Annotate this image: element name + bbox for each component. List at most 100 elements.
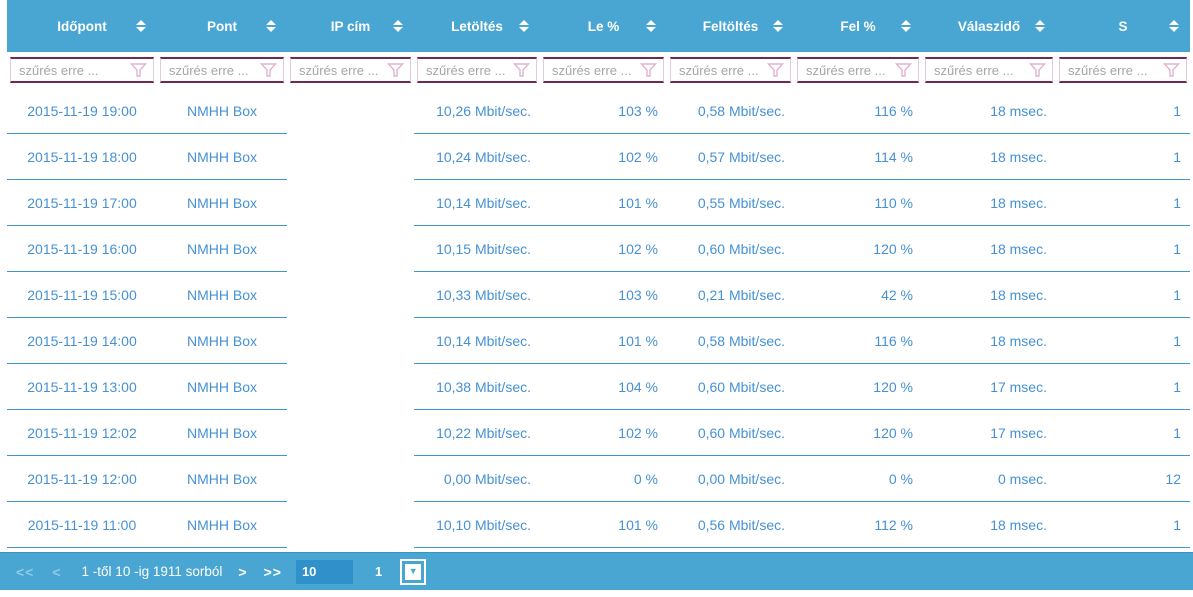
column-header-le-pct[interactable]: Le % (540, 0, 667, 52)
filter-funnel-icon[interactable] (512, 63, 531, 78)
sort-icon (646, 20, 656, 32)
cell-ip-cim (287, 88, 414, 134)
filter-cell-feltoltes (667, 52, 794, 88)
cell-pont: NMHH Box (157, 134, 287, 180)
cell-feltoltes: 0,58 Mbit/sec. (667, 88, 794, 134)
column-header-ip-cim[interactable]: IP cím (287, 0, 414, 52)
cell-letoltes: 10,14 Mbit/sec. (414, 318, 540, 364)
filter-funnel-icon[interactable] (259, 63, 278, 78)
pager-first-button[interactable]: << (16, 563, 35, 580)
table-row[interactable]: 2015-11-19 14:00 NMHH Box 10,14 Mbit/sec… (7, 318, 1190, 364)
column-header-valaszido[interactable]: Válaszidő (922, 0, 1056, 52)
filter-cell-pont (157, 52, 287, 88)
filter-input-fel-pct[interactable] (797, 57, 919, 83)
filter-input-feltoltes[interactable] (670, 57, 791, 83)
filter-funnel-icon[interactable] (1028, 63, 1047, 78)
column-header-feltoltes[interactable]: Feltöltés (667, 0, 794, 52)
cell-le-pct: 101 % (540, 502, 667, 548)
cell-s: 12 (1056, 456, 1190, 502)
pager-prev-button[interactable]: < (52, 563, 62, 580)
filter-funnel-icon[interactable] (639, 63, 658, 78)
cell-ip-cim (287, 134, 414, 180)
cell-letoltes: 10,10 Mbit/sec. (414, 502, 540, 548)
table-row[interactable]: 2015-11-19 15:00 NMHH Box 10,33 Mbit/sec… (7, 272, 1190, 318)
sort-icon (1169, 20, 1179, 32)
filter-input-letoltes[interactable] (417, 57, 537, 83)
cell-ip-cim (287, 364, 414, 410)
cell-le-pct: 103 % (540, 272, 667, 318)
filter-cell-fel-pct (794, 52, 922, 88)
cell-feltoltes: 0,58 Mbit/sec. (667, 318, 794, 364)
filter-funnel-icon[interactable] (894, 63, 913, 78)
filter-input-idopont[interactable] (10, 57, 154, 83)
cell-idopont: 2015-11-19 16:00 (7, 226, 157, 272)
cell-idopont: 2015-11-19 17:00 (7, 180, 157, 226)
cell-le-pct: 101 % (540, 180, 667, 226)
cell-fel-pct: 0 % (794, 456, 922, 502)
cell-valaszido: 18 msec. (922, 134, 1056, 180)
table-row[interactable]: 2015-11-19 17:00 NMHH Box 10,14 Mbit/sec… (7, 180, 1190, 226)
cell-letoltes: 10,22 Mbit/sec. (414, 410, 540, 456)
cell-s: 1 (1056, 134, 1190, 180)
column-header-label: Időpont (57, 18, 107, 34)
filter-funnel-icon[interactable] (129, 63, 148, 78)
cell-le-pct: 0 % (540, 456, 667, 502)
filter-funnel-icon[interactable] (1162, 63, 1181, 78)
page-size-input[interactable] (295, 559, 353, 584)
column-header-fel-pct[interactable]: Fel % (794, 0, 922, 52)
sort-icon (773, 20, 783, 32)
cell-valaszido: 0 msec. (922, 456, 1056, 502)
cell-fel-pct: 120 % (794, 364, 922, 410)
cell-feltoltes: 0,60 Mbit/sec. (667, 410, 794, 456)
filter-funnel-icon[interactable] (766, 63, 785, 78)
page-select-dropdown[interactable]: ▼ (400, 558, 427, 585)
column-header-idopont[interactable]: Időpont (7, 0, 157, 52)
pager-next-button[interactable]: > (238, 563, 248, 580)
cell-fel-pct: 120 % (794, 410, 922, 456)
cell-le-pct: 102 % (540, 410, 667, 456)
cell-le-pct: 102 % (540, 134, 667, 180)
filter-input-s[interactable] (1059, 57, 1187, 83)
current-page-label: 1 (374, 564, 383, 579)
column-header-s[interactable]: S (1056, 0, 1190, 52)
filter-input-le-pct[interactable] (543, 57, 664, 83)
table-row[interactable]: 2015-11-19 12:02 NMHH Box 10,22 Mbit/sec… (7, 410, 1190, 456)
cell-ip-cim (287, 502, 414, 548)
cell-idopont: 2015-11-19 15:00 (7, 272, 157, 318)
filter-cell-valaszido (922, 52, 1056, 88)
column-header-pont[interactable]: Pont (157, 0, 287, 52)
cell-s: 1 (1056, 226, 1190, 272)
table-row[interactable]: 2015-11-19 19:00 NMHH Box 10,26 Mbit/sec… (7, 88, 1190, 134)
cell-idopont: 2015-11-19 13:00 (7, 364, 157, 410)
table-row[interactable]: 2015-11-19 11:00 NMHH Box 10,10 Mbit/sec… (7, 502, 1190, 548)
sort-icon (136, 20, 146, 32)
cell-idopont: 2015-11-19 18:00 (7, 134, 157, 180)
cell-letoltes: 10,33 Mbit/sec. (414, 272, 540, 318)
cell-pont: NMHH Box (157, 318, 287, 364)
cell-fel-pct: 42 % (794, 272, 922, 318)
cell-ip-cim (287, 226, 414, 272)
table-header-row: Időpont Pont IP cím Letöltés Le % Feltöl… (7, 0, 1190, 52)
table-row[interactable]: 2015-11-19 18:00 NMHH Box 10,24 Mbit/sec… (7, 134, 1190, 180)
filter-input-valaszido[interactable] (925, 57, 1053, 83)
pager-status-text: 1 -től 10 -ig 1911 sorból (81, 564, 223, 579)
table-row[interactable]: 2015-11-19 13:00 NMHH Box 10,38 Mbit/sec… (7, 364, 1190, 410)
pager-last-button[interactable]: >> (263, 563, 282, 580)
filter-cell-le-pct (540, 52, 667, 88)
table-row[interactable]: 2015-11-19 16:00 NMHH Box 10,15 Mbit/sec… (7, 226, 1190, 272)
cell-fel-pct: 116 % (794, 88, 922, 134)
column-header-letoltes[interactable]: Letöltés (414, 0, 540, 52)
filter-input-ip-cim[interactable] (290, 57, 411, 83)
cell-pont: NMHH Box (157, 364, 287, 410)
cell-letoltes: 10,14 Mbit/sec. (414, 180, 540, 226)
cell-ip-cim (287, 272, 414, 318)
cell-valaszido: 18 msec. (922, 502, 1056, 548)
filter-funnel-icon[interactable] (386, 63, 405, 78)
cell-letoltes: 10,24 Mbit/sec. (414, 134, 540, 180)
cell-letoltes: 10,15 Mbit/sec. (414, 226, 540, 272)
filter-cell-s (1056, 52, 1190, 88)
cell-ip-cim (287, 180, 414, 226)
filter-input-pont[interactable] (160, 57, 284, 83)
cell-pont: NMHH Box (157, 88, 287, 134)
table-row[interactable]: 2015-11-19 12:00 NMHH Box 0,00 Mbit/sec.… (7, 456, 1190, 502)
